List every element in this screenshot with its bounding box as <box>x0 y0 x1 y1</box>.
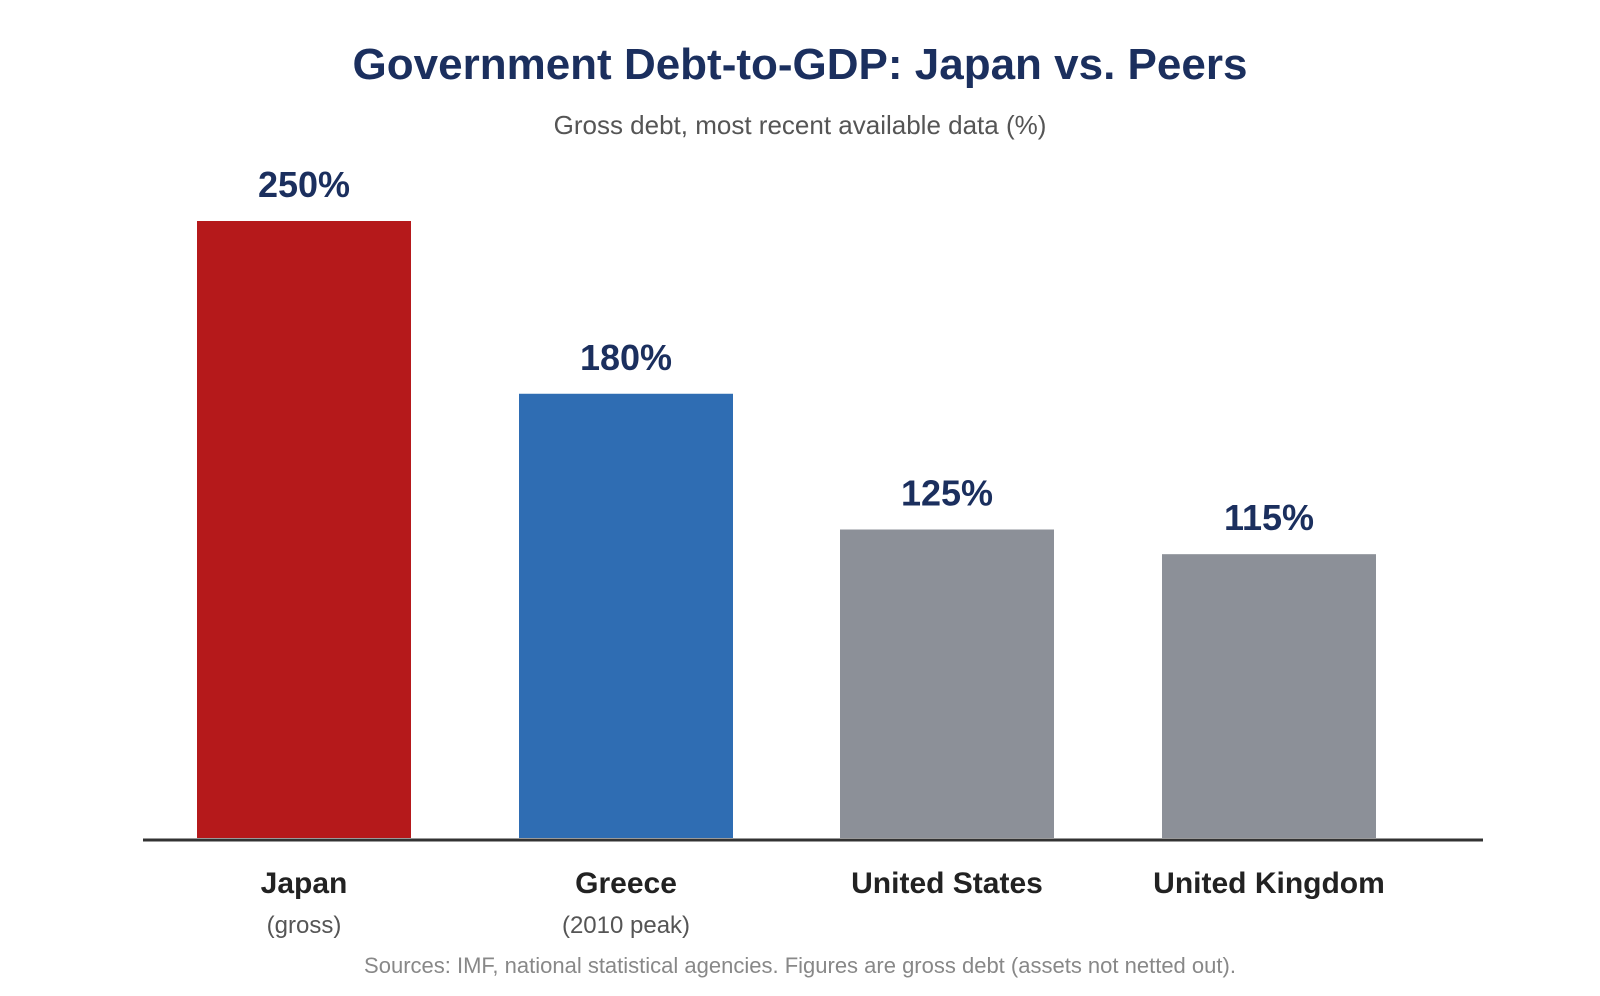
category-note-greece: (2010 peak) <box>562 912 690 939</box>
bar-japan <box>197 221 411 838</box>
labels-layer: 250% Japan (gross) 180% Greece (2010 peak) 125… <box>258 164 1385 939</box>
category-label-greece: Greece <box>575 867 677 900</box>
category-label-united-states: United States <box>851 867 1043 900</box>
data-label-united-states: 125% <box>901 473 993 514</box>
bar-greece <box>519 393 733 838</box>
bar-united-states <box>840 529 1054 838</box>
data-label-japan: 250% <box>258 164 350 205</box>
source-note: Sources: IMF, national statistical agenc… <box>364 953 1236 978</box>
data-label-greece: 180% <box>580 337 672 378</box>
bars-layer <box>197 221 1376 838</box>
chart-subtitle: Gross debt, most recent available data (… <box>553 110 1047 140</box>
chart-title: Government Debt-to-GDP: Japan vs. Peers <box>352 40 1248 89</box>
data-label-united-kingdom: 115% <box>1224 497 1314 538</box>
category-note-japan: (gross) <box>267 912 342 939</box>
bar-united-kingdom <box>1162 554 1376 838</box>
category-label-united-kingdom: United Kingdom <box>1153 867 1385 900</box>
category-label-japan: Japan <box>261 867 348 900</box>
